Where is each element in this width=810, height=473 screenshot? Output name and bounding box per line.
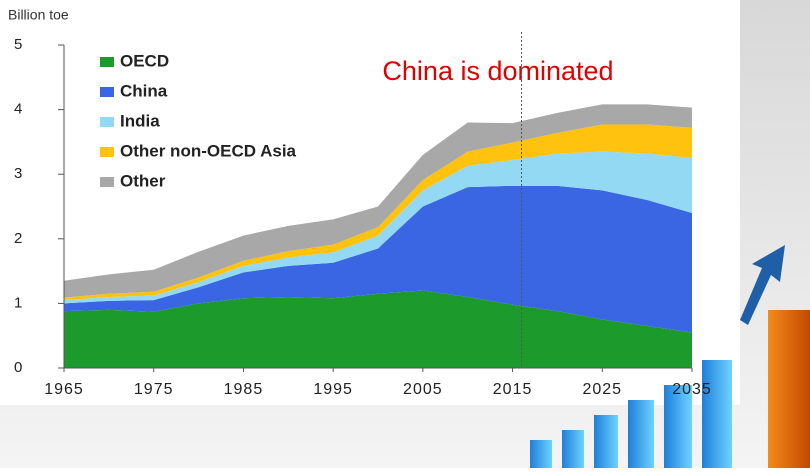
annotation: China is dominated <box>382 56 613 86</box>
x-tick-label: 2015 <box>493 381 533 398</box>
x-tick-label: 1995 <box>313 381 353 398</box>
y-axis-label: Billion toe <box>8 7 69 23</box>
x-tick-label: 2005 <box>403 381 443 398</box>
legend-swatch <box>100 57 114 67</box>
area <box>64 104 692 298</box>
decoration <box>530 245 810 468</box>
y-tick-label: 2 <box>14 230 22 247</box>
x-tick-label: 1985 <box>224 381 264 398</box>
legend-label: China <box>120 81 168 100</box>
legend-swatch <box>100 87 114 97</box>
y-tick-label: 4 <box>14 101 22 118</box>
x-tick-label: 2025 <box>582 381 622 398</box>
y-tick-label: 1 <box>14 294 22 311</box>
area <box>64 290 692 368</box>
legend-swatch <box>100 117 114 127</box>
legend-label: India <box>120 111 160 130</box>
x-tick-label: 1965 <box>44 381 84 398</box>
y-tick-label: 5 <box>14 36 22 53</box>
y-tick-label: 3 <box>14 165 22 182</box>
y-tick-label: 0 <box>14 359 22 376</box>
area <box>64 124 692 301</box>
legend-swatch <box>100 177 114 187</box>
legend-label: Other non-OECD Asia <box>120 141 297 160</box>
legend-swatch <box>100 147 114 157</box>
x-tick-label: 2035 <box>672 381 712 398</box>
legend-label: Other <box>120 171 166 190</box>
legend-label: OECD <box>120 51 169 70</box>
x-tick-label: 1975 <box>134 381 174 398</box>
area <box>64 151 692 304</box>
area <box>64 185 692 333</box>
